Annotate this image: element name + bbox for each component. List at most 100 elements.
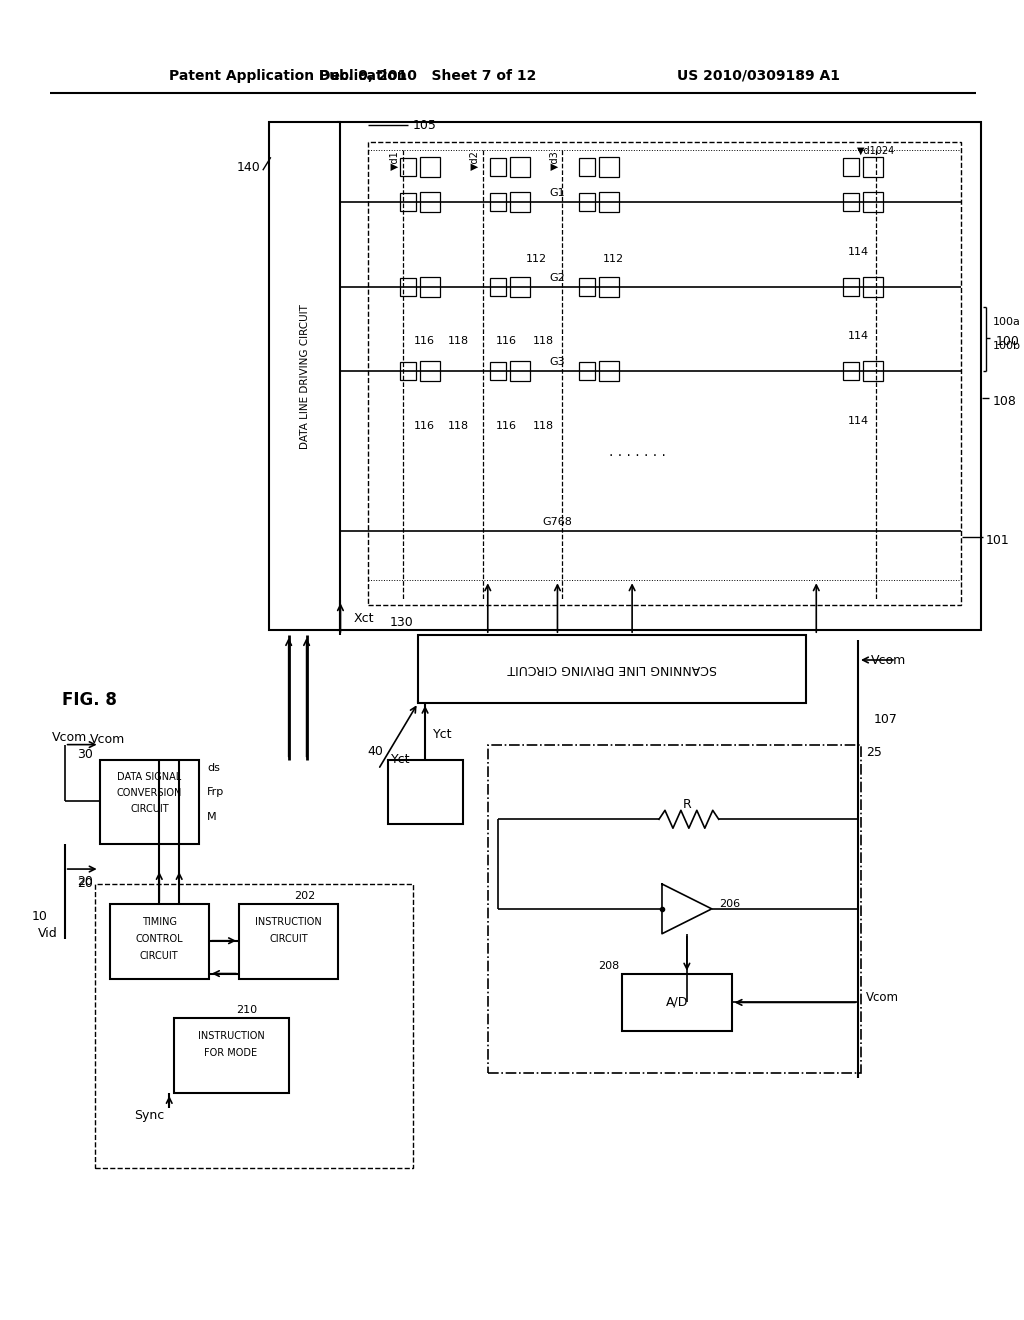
Text: 100b: 100b: [992, 342, 1021, 351]
Bar: [94, 884, 413, 1168]
Text: Dec. 9, 2010   Sheet 7 of 12: Dec. 9, 2010 Sheet 7 of 12: [319, 69, 537, 83]
Bar: [420, 193, 440, 213]
Text: ▼d3: ▼d3: [550, 150, 559, 170]
Bar: [487, 744, 861, 1073]
Text: 101: 101: [985, 535, 1010, 546]
Bar: [339, 123, 981, 630]
Bar: [418, 635, 806, 702]
Text: Vcom: Vcom: [52, 731, 88, 744]
Bar: [599, 193, 620, 213]
Text: ▼d1024: ▼d1024: [857, 145, 895, 156]
Text: Frp: Frp: [207, 788, 224, 797]
Text: 112: 112: [603, 253, 625, 264]
Text: FIG. 8: FIG. 8: [62, 690, 117, 709]
Text: 114: 114: [848, 331, 869, 342]
Text: G2: G2: [550, 273, 565, 282]
Bar: [99, 759, 199, 845]
Bar: [843, 277, 859, 296]
Text: CIRCUIT: CIRCUIT: [130, 804, 169, 814]
Text: 140: 140: [238, 161, 261, 174]
Bar: [400, 363, 416, 380]
Text: SCANNING LINE DRIVING CIRCUIT: SCANNING LINE DRIVING CIRCUIT: [508, 663, 717, 676]
Text: 20: 20: [77, 875, 92, 888]
Text: 118: 118: [447, 337, 469, 346]
Text: DATA SIGNAL: DATA SIGNAL: [117, 772, 181, 783]
Text: TIMING: TIMING: [141, 917, 177, 927]
Bar: [863, 277, 883, 297]
Bar: [400, 158, 416, 176]
Bar: [599, 277, 620, 297]
Bar: [843, 363, 859, 380]
Text: 118: 118: [447, 421, 469, 432]
Bar: [239, 904, 339, 978]
Text: 118: 118: [532, 421, 554, 432]
Bar: [489, 277, 506, 296]
Text: G3: G3: [550, 358, 565, 367]
Bar: [420, 157, 440, 177]
Bar: [599, 157, 620, 177]
Bar: [110, 904, 209, 978]
Bar: [623, 974, 732, 1031]
Text: FOR MODE: FOR MODE: [205, 1048, 257, 1059]
Text: 208: 208: [598, 961, 620, 970]
Text: INSTRUCTION: INSTRUCTION: [198, 1031, 264, 1041]
Bar: [489, 193, 506, 211]
Text: INSTRUCTION: INSTRUCTION: [255, 917, 323, 927]
Bar: [580, 193, 595, 211]
Text: ▼d1: ▼d1: [390, 150, 400, 170]
Bar: [510, 362, 529, 381]
Bar: [369, 143, 961, 606]
Text: ds: ds: [207, 763, 220, 772]
Bar: [510, 277, 529, 297]
Text: 118: 118: [532, 337, 554, 346]
Text: G1: G1: [550, 189, 565, 198]
Text: A/D: A/D: [666, 995, 688, 1008]
Bar: [580, 277, 595, 296]
Bar: [580, 158, 595, 176]
Bar: [489, 158, 506, 176]
Text: 112: 112: [525, 253, 547, 264]
Bar: [174, 1018, 289, 1093]
Text: G768: G768: [543, 516, 572, 527]
Text: 114: 114: [848, 416, 869, 426]
Text: 116: 116: [496, 421, 517, 432]
Text: Patent Application Publication: Patent Application Publication: [169, 69, 407, 83]
Text: 116: 116: [414, 337, 435, 346]
Text: 116: 116: [414, 421, 435, 432]
Bar: [510, 193, 529, 213]
Text: 30: 30: [77, 748, 92, 762]
Text: CIRCUIT: CIRCUIT: [269, 933, 308, 944]
Text: CONTROL: CONTROL: [135, 933, 183, 944]
Text: DATA LINE DRIVING CIRCUIT: DATA LINE DRIVING CIRCUIT: [300, 304, 309, 449]
Text: Vid: Vid: [38, 927, 57, 940]
Text: 105: 105: [413, 119, 437, 132]
Bar: [400, 193, 416, 211]
Text: 206: 206: [719, 899, 740, 909]
Text: 25: 25: [866, 746, 882, 759]
Text: 100: 100: [995, 335, 1019, 348]
Text: 116: 116: [496, 337, 517, 346]
Bar: [489, 363, 506, 380]
Bar: [388, 759, 463, 824]
Bar: [863, 362, 883, 381]
Text: 40: 40: [368, 744, 383, 758]
Bar: [843, 158, 859, 176]
Text: R: R: [682, 797, 691, 810]
Bar: [400, 277, 416, 296]
Bar: [599, 362, 620, 381]
Text: CONVERSION: CONVERSION: [117, 788, 182, 799]
Text: 10: 10: [32, 911, 48, 923]
Bar: [863, 157, 883, 177]
Text: 202: 202: [294, 891, 315, 902]
Text: Yct: Yct: [391, 752, 411, 766]
Bar: [420, 277, 440, 297]
Text: 130: 130: [389, 615, 413, 628]
Text: 100a: 100a: [992, 317, 1020, 326]
Text: Xct: Xct: [353, 611, 374, 624]
Bar: [863, 193, 883, 213]
Text: US 2010/0309189 A1: US 2010/0309189 A1: [677, 69, 840, 83]
Text: ▼d2: ▼d2: [470, 150, 480, 170]
Text: Vcom: Vcom: [866, 991, 899, 1005]
Bar: [843, 193, 859, 211]
Text: Yct: Yct: [433, 729, 453, 741]
